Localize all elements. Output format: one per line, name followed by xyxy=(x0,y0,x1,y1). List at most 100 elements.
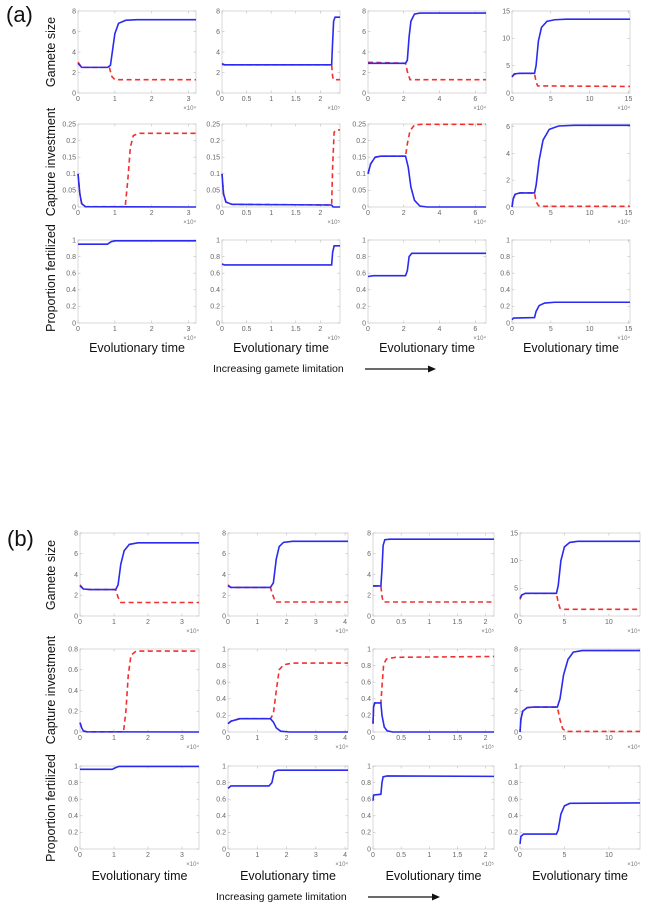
x-tick-label: 0.5 xyxy=(242,210,252,217)
y-tick-label: 0 xyxy=(222,846,226,853)
x-tick-label: 3 xyxy=(187,96,191,103)
y-tick-label: 0.2 xyxy=(361,830,371,837)
axes-box xyxy=(221,10,341,94)
y-tick-label: 0 xyxy=(74,846,78,853)
y-tick-label: 0.4 xyxy=(68,813,78,820)
series-red-dashed xyxy=(367,61,486,81)
row-label-b-gamete-size: Gamete size xyxy=(44,540,58,610)
y-tick-label: 0.25 xyxy=(62,121,76,128)
x-exponent-label: ×10⁴ xyxy=(183,219,196,226)
y-tick-label: 0.6 xyxy=(361,797,371,804)
y-tick-label: 0 xyxy=(362,204,366,211)
y-tick-label: 0.6 xyxy=(356,271,366,278)
x-tick-label: 0 xyxy=(371,852,375,859)
y-tick-label: 8 xyxy=(72,8,76,15)
x-exponent-label: ×10⁴ xyxy=(186,744,199,751)
x-tick-label: 0 xyxy=(366,326,370,333)
x-tick-label: 2 xyxy=(150,326,154,333)
axes-box xyxy=(77,10,197,94)
x-axis-label: Evolutionary time xyxy=(89,341,185,355)
y-tick-label: 0.6 xyxy=(68,797,78,804)
y-tick-label: 6 xyxy=(222,551,226,558)
x-exponent-label: ×10⁴ xyxy=(335,628,348,635)
y-tick-label: 0 xyxy=(72,320,76,327)
y-tick-label: 4 xyxy=(222,572,226,579)
y-tick-label: 0.6 xyxy=(508,797,518,804)
y-tick-label: 0 xyxy=(72,204,76,211)
y-tick-label: 0.8 xyxy=(356,254,366,261)
y-tick-label: 0.4 xyxy=(216,813,226,820)
x-tick-label: 5 xyxy=(562,735,566,742)
x-exponent-label: ×10⁴ xyxy=(473,219,486,226)
y-tick-label: 2 xyxy=(506,178,510,185)
x-tick-label: 0.5 xyxy=(396,619,406,626)
y-tick-label: 8 xyxy=(514,646,518,653)
x-tick-label: 3 xyxy=(180,852,184,859)
x-tick-label: 2 xyxy=(402,326,406,333)
x-tick-label: 3 xyxy=(314,619,318,626)
y-tick-label: 1 xyxy=(514,763,518,770)
series-blue-solid xyxy=(227,769,348,790)
y-tick-label: 0.6 xyxy=(500,271,510,278)
series-blue-solid xyxy=(221,245,340,266)
x-axis-label: Evolutionary time xyxy=(233,341,329,355)
x-tick-label: 6 xyxy=(473,96,477,103)
series-blue-solid xyxy=(519,802,641,845)
x-tick-label: 2 xyxy=(318,96,322,103)
series-blue-solid xyxy=(368,12,486,65)
x-tick-label: 1 xyxy=(269,326,273,333)
x-tick-label: 0 xyxy=(371,619,375,626)
y-tick-label: 0 xyxy=(506,90,510,97)
x-tick-label: 0 xyxy=(76,326,80,333)
y-tick-label: 0.8 xyxy=(68,780,78,787)
x-tick-label: 0 xyxy=(220,96,224,103)
y-tick-label: 0 xyxy=(362,320,366,327)
series-red-dashed xyxy=(373,585,494,603)
x-tick-label: 1.5 xyxy=(453,619,463,626)
subplot-b-r2-c1: 0 0.2 0.4 0.6 0.8 0 1 2 3×10⁴ xyxy=(68,646,199,751)
x-tick-label: 1 xyxy=(255,735,259,742)
y-tick-label: 0.2 xyxy=(68,830,78,837)
x-tick-label: 1 xyxy=(255,619,259,626)
x-tick-label: 1 xyxy=(113,326,117,333)
series-blue-solid xyxy=(77,18,196,69)
subplot-b-r2-c3: 0 0.2 0.4 0.6 0.8 1 0 0.5 1 1.5 2 ×10⁵ xyxy=(361,646,494,751)
x-exponent-label: ×10⁴ xyxy=(335,861,348,868)
x-tick-label: 2 xyxy=(285,852,289,859)
x-tick-label: 2 xyxy=(285,735,289,742)
y-tick-label: 8 xyxy=(362,8,366,15)
y-tick-label: 0 xyxy=(362,90,366,97)
y-tick-label: 0.2 xyxy=(210,138,220,145)
subplot-a-r1-c1: 0 2 4 6 8 0 1 2 3 ×10⁴ xyxy=(72,8,196,112)
y-tick-label: 15 xyxy=(510,530,518,537)
y-tick-label: 0.6 xyxy=(361,680,371,687)
y-tick-label: 2 xyxy=(72,70,76,77)
x-tick-label: 0 xyxy=(76,210,80,217)
x-tick-label: 15 xyxy=(625,210,633,217)
y-tick-label: 0.2 xyxy=(356,138,366,145)
x-exponent-label: ×10⁴ xyxy=(186,861,199,868)
x-tick-label: 2 xyxy=(146,735,150,742)
x-tick-label: 0 xyxy=(510,326,514,333)
y-tick-label: 2 xyxy=(362,70,366,77)
y-tick-label: 0 xyxy=(216,204,220,211)
row-label-a-capture-investment: Capture investment xyxy=(44,107,58,216)
y-tick-label: 4 xyxy=(514,688,518,695)
x-tick-label: 5 xyxy=(549,210,553,217)
y-tick-label: 4 xyxy=(216,49,220,56)
series-red-dashed xyxy=(77,132,196,208)
x-tick-label: 2 xyxy=(146,852,150,859)
subplot-b-r1-c1: 0 2 4 6 8 0 1 2 3×10⁴ xyxy=(74,530,199,635)
series-blue-solid xyxy=(227,717,348,733)
y-tick-label: 1 xyxy=(367,763,371,770)
x-tick-label: 6 xyxy=(473,210,477,217)
y-tick-label: 0.4 xyxy=(68,688,78,695)
x-tick-label: 10 xyxy=(605,735,613,742)
x-tick-label: 2 xyxy=(146,619,150,626)
y-tick-label: 0.8 xyxy=(210,254,220,261)
y-tick-label: 0.8 xyxy=(68,646,78,653)
x-tick-label: 15 xyxy=(625,326,633,333)
